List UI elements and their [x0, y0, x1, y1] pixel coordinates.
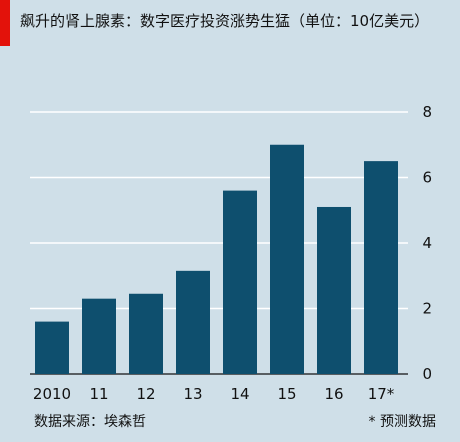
x-tick-label: 12 — [136, 385, 155, 403]
bar — [129, 293, 163, 374]
bar — [270, 144, 304, 374]
bar — [176, 270, 210, 374]
x-tick-label: 15 — [277, 385, 296, 403]
source-note: 数据来源：埃森哲 — [34, 414, 146, 430]
bar — [364, 161, 398, 374]
y-tick-label: 6 — [422, 169, 432, 187]
y-tick-label: 2 — [422, 300, 432, 318]
bar — [35, 321, 69, 374]
y-tick-label: 0 — [422, 365, 432, 383]
x-tick-label: 2010 — [33, 385, 71, 403]
bar — [317, 206, 351, 374]
bar — [82, 298, 116, 374]
x-tick-label: 14 — [230, 385, 249, 403]
red-accent-tab — [0, 0, 10, 46]
y-axis-ticks: 0 2 4 6 8 — [422, 103, 432, 383]
y-tick-label: 4 — [422, 234, 432, 252]
x-axis-ticks: 2010 11 12 13 14 15 16 17* — [33, 385, 395, 403]
bars — [35, 144, 398, 374]
x-tick-label: 11 — [89, 385, 108, 403]
chart-title: 飙升的肾上腺素：数字医疗投资涨势生猛（单位：10亿美元） — [20, 12, 430, 30]
y-tick-label: 8 — [422, 103, 432, 121]
bar — [223, 190, 257, 374]
forecast-note: * 预测数据 — [368, 414, 436, 430]
x-tick-label: 16 — [324, 385, 343, 403]
x-tick-label: 13 — [183, 385, 202, 403]
x-tick-label: 17* — [368, 385, 395, 403]
